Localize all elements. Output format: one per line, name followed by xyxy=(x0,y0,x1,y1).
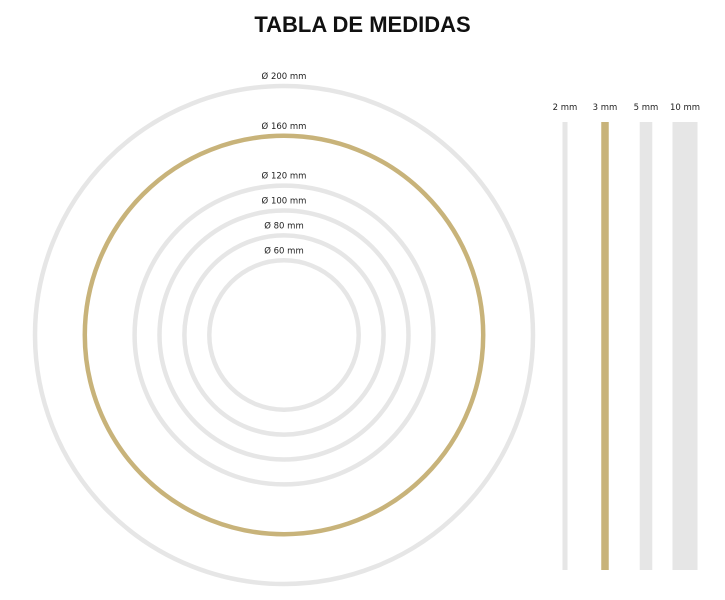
ring-200mm xyxy=(32,83,536,587)
ring-label: Ø 80 mm xyxy=(264,220,303,231)
ring-label: Ø 100 mm xyxy=(262,196,307,207)
strip-3mm xyxy=(601,122,609,570)
ring-100mm xyxy=(157,208,411,462)
ring-label: Ø 60 mm xyxy=(264,245,303,256)
ring-120mm xyxy=(132,183,436,487)
strip-label: 2 mm xyxy=(553,103,578,113)
ring-label: Ø 200 mm xyxy=(262,71,307,82)
ring-label: Ø 120 mm xyxy=(262,171,307,182)
strip-label: 5 mm xyxy=(634,103,659,113)
strip-label: 3 mm xyxy=(593,103,618,113)
ring-160mm xyxy=(82,133,486,537)
ring-label: Ø 160 mm xyxy=(262,121,307,132)
ring-60mm xyxy=(207,258,361,412)
ring-80mm xyxy=(182,233,386,437)
strip-2mm xyxy=(562,122,568,570)
strip-label: 10 mm xyxy=(670,103,700,113)
strip-10mm xyxy=(672,122,698,570)
page-title: TABLA DE MEDIDAS xyxy=(254,12,471,37)
strip-5mm xyxy=(639,122,653,570)
